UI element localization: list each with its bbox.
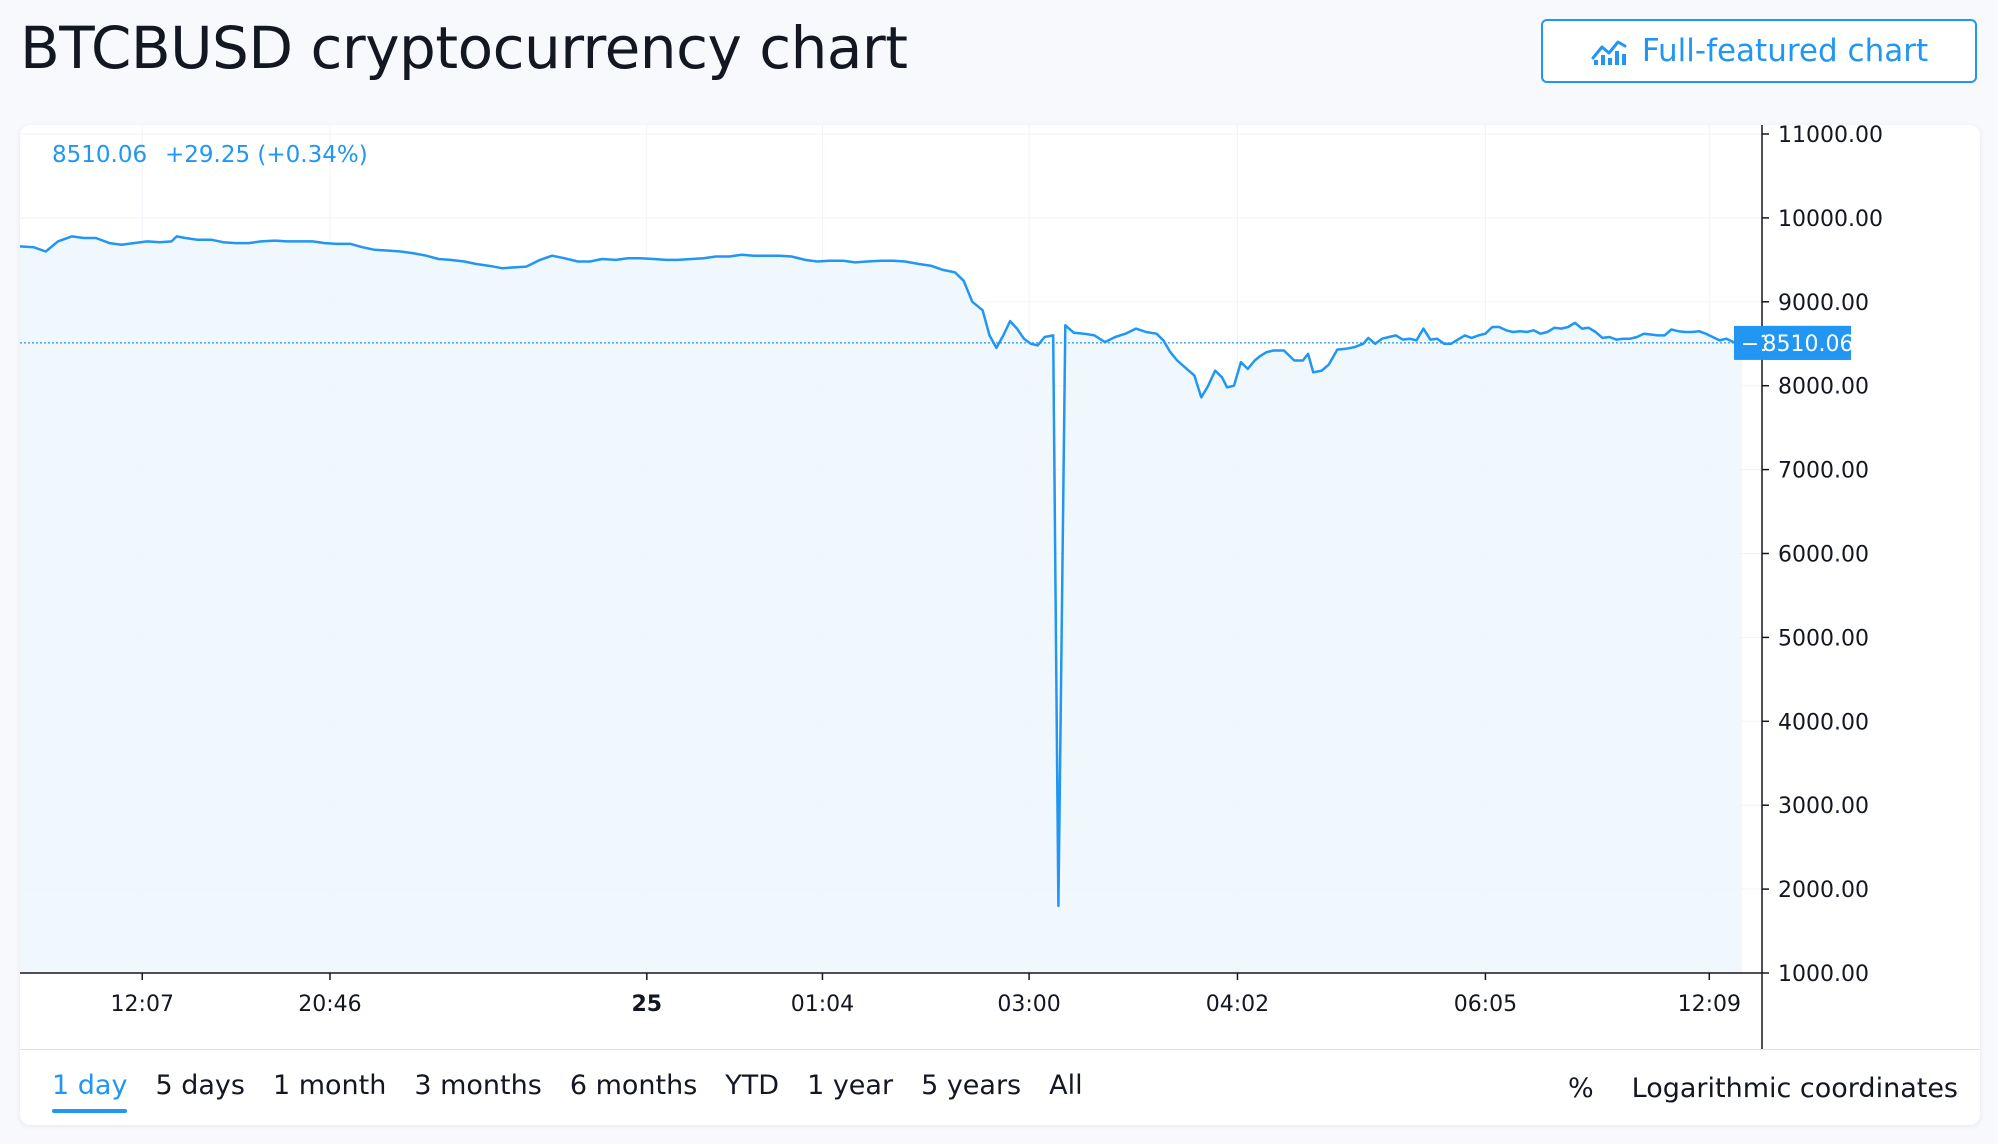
range-item[interactable]: 6 months [569, 1069, 698, 1101]
x-tick-label: 01:04 [791, 992, 854, 1017]
x-tick-label: 25 [631, 992, 662, 1017]
y-tick-label: 5000.00 [1778, 626, 1869, 651]
x-tick-label: 12:09 [1678, 992, 1741, 1017]
y-tick-label: 10000.00 [1778, 207, 1883, 232]
y-tick-label: 3000.00 [1778, 794, 1869, 819]
x-tick-label: 06:05 [1454, 992, 1517, 1017]
y-axis-ticks: 11000.00 10000.00 9000.00 8000.00 7000.00 600… [1762, 125, 1883, 987]
scale-controls: % Logarithmic coordinates [1568, 1073, 1958, 1104]
range-item[interactable]: 1 day [52, 1070, 128, 1113]
range-bar: 1 day 5 days 1 month 3 months 6 months YTD 1 y… [20, 1049, 1980, 1125]
range-item[interactable]: 3 months [414, 1069, 542, 1101]
full-featured-chart-label: Full-featured chart [1641, 33, 1929, 69]
y-tick-label: 11000.00 [1778, 125, 1883, 148]
range-selector: 1 day 5 days 1 month 3 months 6 months YTD 1 y… [52, 1069, 1111, 1113]
full-featured-chart-button[interactable]: Full-featured chart [1541, 19, 1977, 83]
chart-card: 12:07 20:46 25 01:04 03:00 04:02 06:05 12:09 11… [20, 125, 1980, 1125]
range-item[interactable]: 5 years [921, 1069, 1022, 1101]
legend-price: 8510.06 [52, 142, 147, 168]
y-tick-label: 9000.00 [1778, 291, 1869, 316]
x-tick-label: 04:02 [1206, 992, 1269, 1017]
axes [20, 125, 1763, 1049]
percent-scale-toggle[interactable]: % [1567, 1072, 1594, 1104]
range-item[interactable]: YTD [725, 1069, 780, 1101]
range-item[interactable]: All [1049, 1069, 1083, 1101]
y-tick-label: 2000.00 [1778, 878, 1869, 903]
x-tick-label: 03:00 [997, 992, 1060, 1017]
x-axis-ticks: 12:07 20:46 25 01:04 03:00 04:02 06:05 12:09 [111, 973, 1741, 1017]
range-item[interactable]: 1 month [272, 1069, 387, 1101]
legend-change: +29.25 (+0.34%) [165, 142, 368, 168]
price-chart[interactable]: 12:07 20:46 25 01:04 03:00 04:02 06:05 12:09 11… [20, 125, 1980, 1049]
x-tick-label: 20:46 [298, 992, 361, 1017]
price-area [20, 236, 1742, 973]
y-tick-label: 8000.00 [1778, 375, 1869, 400]
logarithmic-coordinates-toggle[interactable]: Logarithmic coordinates [1631, 1072, 1958, 1104]
last-price-badge [1765, 325, 1851, 360]
y-tick-label: 4000.00 [1778, 710, 1869, 735]
range-item[interactable]: 1 year [807, 1069, 894, 1101]
price-line [20, 235, 1743, 908]
y-tick-label: 1000.00 [1778, 962, 1869, 987]
range-item[interactable]: 5 days [155, 1069, 245, 1101]
y-tick-label: 7000.00 [1778, 459, 1869, 484]
page-title: BTCBUSD cryptocurrency chart [20, 14, 908, 82]
chart-line-icon [1591, 40, 1627, 65]
last-price-badge-label: 8510.06 [1763, 332, 1854, 357]
y-tick-label: 6000.00 [1778, 543, 1869, 568]
last-price-badges: −11.97% 8510.06 [1734, 325, 1854, 360]
x-tick-label: 12:07 [111, 992, 174, 1017]
